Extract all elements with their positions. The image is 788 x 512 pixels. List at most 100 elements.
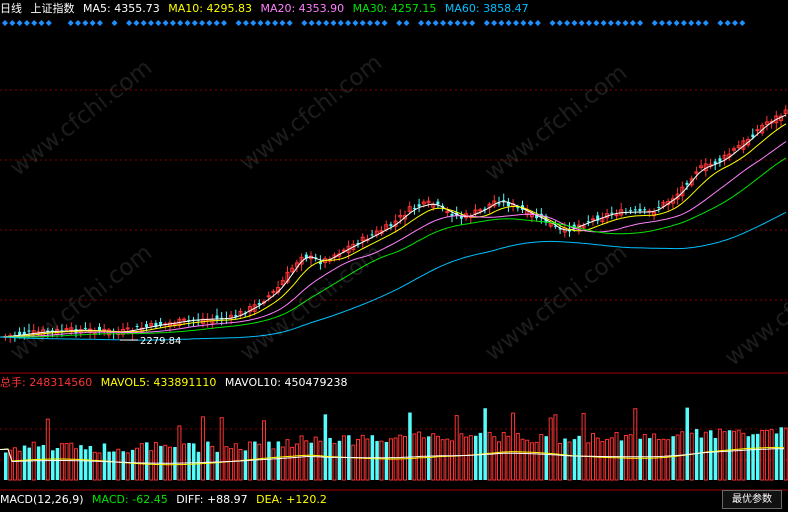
- volume-bar-down: [112, 451, 116, 480]
- signal-diamond: [264, 20, 271, 26]
- volume-bar-up: [182, 443, 187, 481]
- signal-diamond: [593, 20, 600, 26]
- ma30-line: [0, 157, 787, 338]
- volume-bar-up: [163, 444, 168, 481]
- volume-bar-up: [247, 441, 252, 481]
- candle-up: [689, 178, 694, 186]
- volume-bar-up: [365, 438, 370, 481]
- signal-diamond: [622, 20, 629, 26]
- signal-diamond: [323, 20, 330, 26]
- volume-header: 总手: 248314560 MAVOL5: 433891110 MAVOL10:…: [0, 376, 788, 390]
- ma5-readout: MA5: 4355.73: [83, 2, 160, 15]
- volume-bar-up: [783, 427, 788, 481]
- volume-bar-up: [69, 442, 74, 481]
- signal-diamond: [461, 20, 468, 26]
- signal-diamond: [491, 20, 498, 26]
- volume-bar-up: [200, 416, 205, 481]
- candle-up: [548, 223, 553, 227]
- volume-bar-up: [271, 448, 276, 481]
- candle-up: [576, 224, 581, 230]
- candle-down: [657, 206, 661, 208]
- candle-down: [497, 203, 501, 205]
- volume-bar-up: [586, 442, 591, 481]
- volume-bar-down: [337, 440, 342, 480]
- volume-bar-up: [459, 433, 464, 481]
- signal-diamond: [140, 20, 147, 26]
- signal-diamond: [527, 20, 534, 26]
- volume-bar-down: [713, 437, 718, 480]
- volume-bar-up: [59, 443, 64, 481]
- signal-diamond: [469, 20, 476, 26]
- candle-down: [535, 214, 539, 219]
- candle-up: [764, 121, 769, 126]
- optimize-params-button[interactable]: 最优参数: [722, 490, 782, 509]
- mavol5-readout: MAVOL5: 433891110: [100, 376, 217, 389]
- volume-bar-up: [313, 436, 318, 481]
- candle-down: [187, 320, 191, 322]
- signal-diamond: [286, 20, 293, 26]
- candle-down: [370, 234, 374, 236]
- candle-up: [746, 139, 751, 146]
- candle-up: [102, 328, 107, 331]
- volume-bar-down: [4, 452, 8, 480]
- signal-diamond: [133, 20, 140, 26]
- signal-diamond: [498, 20, 505, 26]
- volume-bar-down: [22, 445, 27, 480]
- volume-bar-down: [563, 438, 567, 480]
- volume-bar-up: [421, 437, 426, 481]
- volume-bar-down: [699, 437, 704, 480]
- volume-bar-up: [332, 443, 337, 481]
- candle-down: [553, 225, 557, 227]
- volume-bar-down: [83, 449, 88, 480]
- signal-diamond: [235, 20, 242, 26]
- volume-bar-up: [666, 439, 671, 481]
- signal-diamond: [352, 20, 359, 26]
- instrument-name: 上证指数: [30, 2, 75, 15]
- volume-bar-up: [379, 440, 384, 481]
- candle-down: [234, 315, 238, 317]
- candle-down: [483, 208, 487, 210]
- volume-bar-down: [638, 438, 642, 480]
- signal-diamond: [739, 20, 746, 26]
- signal-diamond: [148, 20, 154, 26]
- signal-diamond: [724, 20, 731, 26]
- ma20-line: [0, 141, 787, 338]
- candle-down: [22, 331, 26, 336]
- candle-up: [407, 206, 412, 212]
- volume-bar-up: [262, 420, 266, 481]
- volume-bar-up: [74, 448, 78, 481]
- candle-down: [18, 331, 22, 336]
- signal-diamond: [695, 20, 702, 26]
- volume-bar-down: [309, 442, 313, 480]
- volume-bar-up: [238, 448, 243, 481]
- candle-up: [149, 322, 154, 327]
- candle-down: [257, 303, 261, 305]
- candle-up: [694, 171, 699, 174]
- candle-up: [614, 214, 619, 217]
- candle-down: [412, 207, 416, 209]
- signal-diamond: [615, 20, 622, 26]
- volume-bar-up: [529, 442, 534, 481]
- volume-bar-up: [8, 449, 13, 481]
- candle-down: [450, 213, 454, 217]
- volume-bar-up: [732, 430, 736, 481]
- signal-diamond: [651, 20, 658, 26]
- signal-diamond: [418, 20, 425, 26]
- volume-bar-up: [116, 448, 121, 481]
- signal-diamond: [250, 20, 257, 26]
- volume-bar-up: [92, 451, 97, 481]
- volume-bar-up: [506, 435, 511, 481]
- candle-down: [318, 261, 322, 265]
- candle-down: [610, 212, 614, 214]
- candle-down: [502, 200, 506, 202]
- signal-diamond: [549, 20, 556, 26]
- candle-down: [459, 215, 463, 219]
- volume-bar-up: [440, 439, 445, 481]
- volume-bar-down: [215, 451, 219, 480]
- candle-down: [51, 330, 54, 332]
- volume-bar-up: [299, 435, 304, 481]
- volume-bar-up: [511, 412, 516, 481]
- signal-diamond: [688, 20, 695, 26]
- volume-bar-down: [746, 436, 751, 480]
